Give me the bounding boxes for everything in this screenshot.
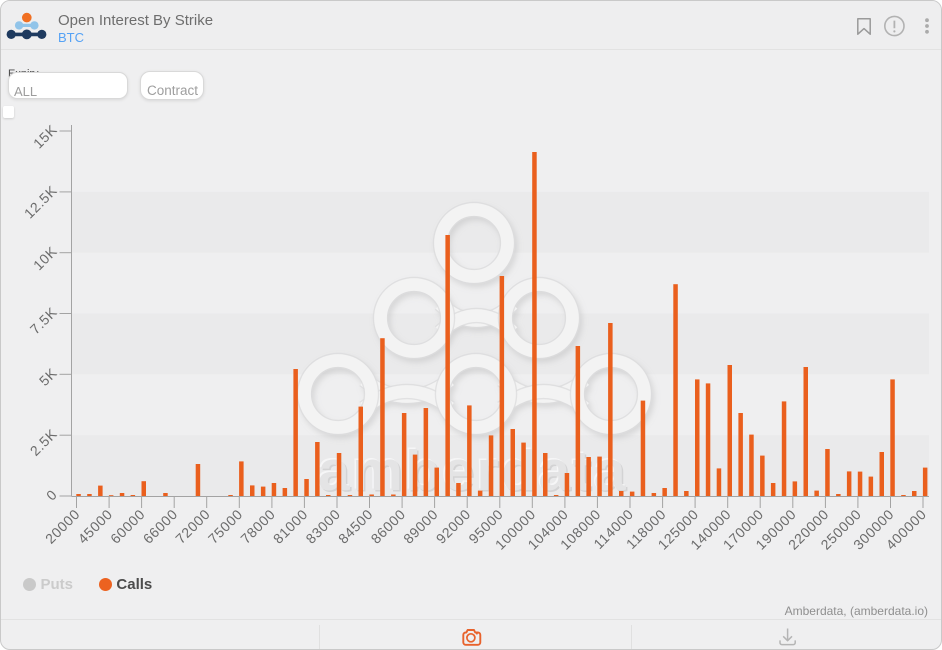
svg-text:86000: 86000	[368, 506, 409, 547]
svg-text:20000: 20000	[42, 506, 83, 547]
svg-text:66000: 66000	[140, 506, 181, 547]
svg-text:92000: 92000	[433, 506, 474, 547]
svg-text:78000: 78000	[237, 506, 278, 547]
svg-text:2.5K: 2.5K	[27, 425, 60, 458]
svg-text:amberdata: amberdata	[318, 439, 628, 503]
svg-text:45000: 45000	[75, 506, 116, 547]
svg-text:5K: 5K	[36, 365, 60, 389]
svg-text:12.5K: 12.5K	[21, 182, 60, 221]
svg-text:15K: 15K	[30, 121, 60, 151]
svg-text:10K: 10K	[30, 243, 60, 273]
svg-text:81000: 81000	[270, 506, 311, 547]
svg-text:0: 0	[43, 486, 60, 503]
svg-text:72000: 72000	[172, 506, 213, 547]
svg-text:89000: 89000	[400, 506, 441, 547]
svg-text:75000: 75000	[205, 506, 246, 547]
svg-text:84500: 84500	[335, 506, 376, 547]
svg-text:83000: 83000	[302, 506, 343, 547]
svg-text:60000: 60000	[107, 506, 148, 547]
svg-text:7.5K: 7.5K	[27, 304, 60, 337]
